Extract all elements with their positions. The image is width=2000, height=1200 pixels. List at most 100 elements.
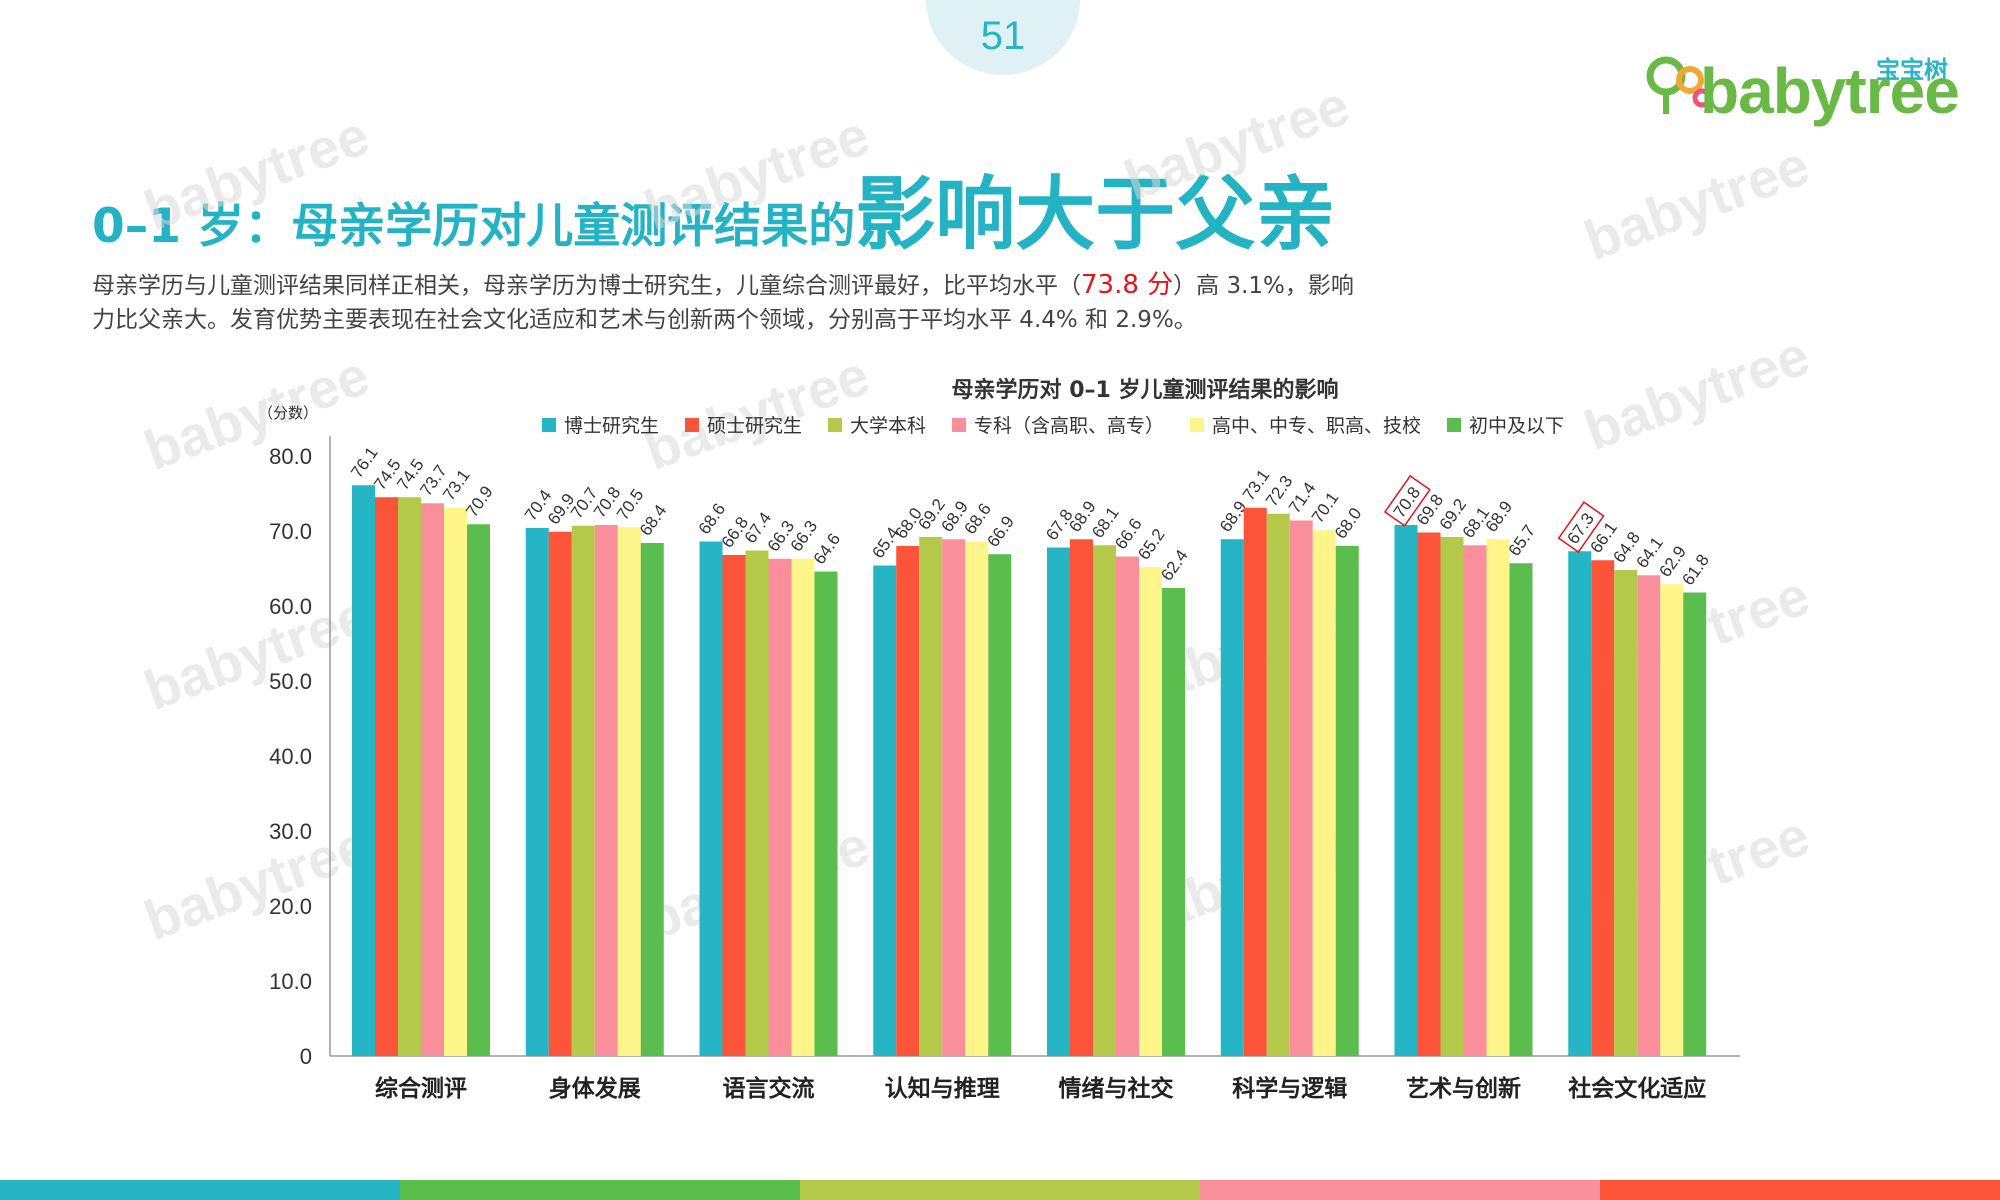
y-tick-label: 60.0 (269, 594, 312, 619)
y-tick-label: 30.0 (269, 819, 312, 844)
legend-label: 高中、中专、职高、技校 (1212, 415, 1421, 437)
y-tick-label: 40.0 (269, 744, 312, 769)
description-line2: 力比父亲大。发育优势主要表现在社会文化适应和艺术与创新两个领域，分别高于平均水平… (92, 307, 1197, 333)
bar (699, 541, 723, 1056)
x-category-label: 语言交流 (723, 1075, 815, 1102)
legend-label: 硕士研究生 (707, 415, 802, 437)
chart-title: 母亲学历对 0–1 岁儿童测评结果的影响 (952, 377, 1339, 403)
bar (942, 539, 966, 1056)
bar (965, 541, 989, 1056)
legend-swatch (1447, 418, 1461, 432)
bar (1243, 507, 1267, 1056)
x-category-label: 科学与逻辑 (1232, 1075, 1347, 1102)
bar (722, 555, 746, 1056)
page-number: 51 (980, 14, 1026, 58)
legend-label: 初中及以下 (1469, 415, 1564, 437)
y-tick-label: 0 (300, 1044, 312, 1069)
bar (1637, 575, 1661, 1056)
bottom-bar-segment (400, 1180, 801, 1200)
logo-tree-icon (1646, 56, 1712, 114)
bar (398, 497, 421, 1056)
bar (444, 507, 467, 1056)
data-label: 62.4 (1157, 546, 1192, 584)
bottom-bar-segment (1600, 1180, 2000, 1200)
bar (1116, 556, 1139, 1056)
x-category-label: 综合测评 (375, 1075, 467, 1102)
bar (525, 528, 549, 1056)
bar (571, 525, 595, 1056)
bar (1683, 592, 1707, 1056)
bar (1440, 537, 1464, 1056)
y-tick-label: 80.0 (269, 444, 312, 469)
logo-english-text: babytree (1700, 55, 1960, 127)
bottom-bar-segment (1200, 1180, 1601, 1200)
data-label: 68.4 (636, 501, 671, 539)
page-title-part1: 0–1 岁：母亲学历对儿童测评结果的 (92, 199, 856, 254)
y-tick-label: 20.0 (269, 894, 312, 919)
bar (1220, 539, 1244, 1056)
data-label-highlight-box (1557, 501, 1605, 554)
bar (1139, 567, 1162, 1056)
data-label: 68.0 (1331, 504, 1366, 542)
legend-swatch (952, 418, 966, 432)
legend-swatch (685, 418, 699, 432)
x-category-label: 认知与推理 (885, 1075, 1000, 1102)
y-axis-label: （分数） (258, 404, 318, 422)
bar (1335, 546, 1359, 1056)
bar (548, 531, 572, 1056)
data-label: 65.7 (1505, 522, 1540, 560)
bottom-bar-segment (0, 1180, 401, 1200)
bar (1093, 545, 1116, 1056)
bar (594, 525, 618, 1056)
bar (375, 497, 398, 1056)
x-category-label: 社会文化适应 (1568, 1075, 1706, 1102)
bottom-bar-segment (800, 1180, 1201, 1200)
bar (1486, 539, 1510, 1056)
bar (1591, 560, 1615, 1056)
bar (1394, 525, 1418, 1056)
legend-swatch (542, 418, 556, 432)
legend-swatch (1190, 418, 1204, 432)
bar (1289, 520, 1313, 1056)
bar (1162, 588, 1185, 1056)
x-category-label: 身体发展 (549, 1075, 641, 1102)
description-highlight: 73.8 分 (1081, 270, 1174, 300)
page-title-part2: 影响大于父亲 (855, 168, 1336, 261)
y-tick-label: 50.0 (269, 669, 312, 694)
bar (1509, 563, 1533, 1056)
bar (1614, 570, 1638, 1056)
description: 母亲学历与儿童测评结果同样正相关，母亲学历为博士研究生，儿童综合测评最好，比平均… (92, 268, 1492, 337)
legend-label: 大学本科 (850, 415, 926, 437)
bar (467, 524, 490, 1056)
legend-label: 博士研究生 (564, 415, 659, 437)
bar (617, 527, 641, 1056)
x-category-label: 情绪与社交 (1059, 1075, 1174, 1102)
bar (814, 571, 838, 1056)
legend-label: 专科（含高职、高专） (974, 415, 1164, 437)
bar (768, 558, 792, 1056)
bar (1312, 530, 1336, 1056)
bar (1463, 545, 1487, 1056)
legend-swatch (828, 418, 842, 432)
page-title: 0–1 岁：母亲学历对儿童测评结果的影响大于父亲 (92, 150, 1335, 266)
bar (873, 565, 897, 1056)
y-tick-label: 10.0 (269, 969, 312, 994)
bar (1070, 539, 1093, 1056)
description-line1-pre: 母亲学历与儿童测评结果同样正相关，母亲学历为博士研究生，儿童综合测评最好，比平均… (92, 273, 1081, 299)
bar (1660, 584, 1684, 1056)
bar (352, 485, 375, 1056)
bar (791, 558, 815, 1056)
bar (896, 546, 920, 1056)
bar (1047, 547, 1070, 1056)
logo-chinese-text: 宝宝树 (1876, 56, 1948, 84)
description-line1-post: ）高 3.1%，影响 (1173, 273, 1354, 299)
bar (919, 537, 943, 1056)
y-tick-label: 70.0 (269, 519, 312, 544)
data-label-highlight-box (1383, 474, 1431, 527)
bar (988, 554, 1012, 1056)
data-label: 70.9 (462, 483, 497, 521)
bar (1568, 551, 1592, 1056)
bar (745, 550, 769, 1056)
x-category-label: 艺术与创新 (1406, 1075, 1521, 1102)
